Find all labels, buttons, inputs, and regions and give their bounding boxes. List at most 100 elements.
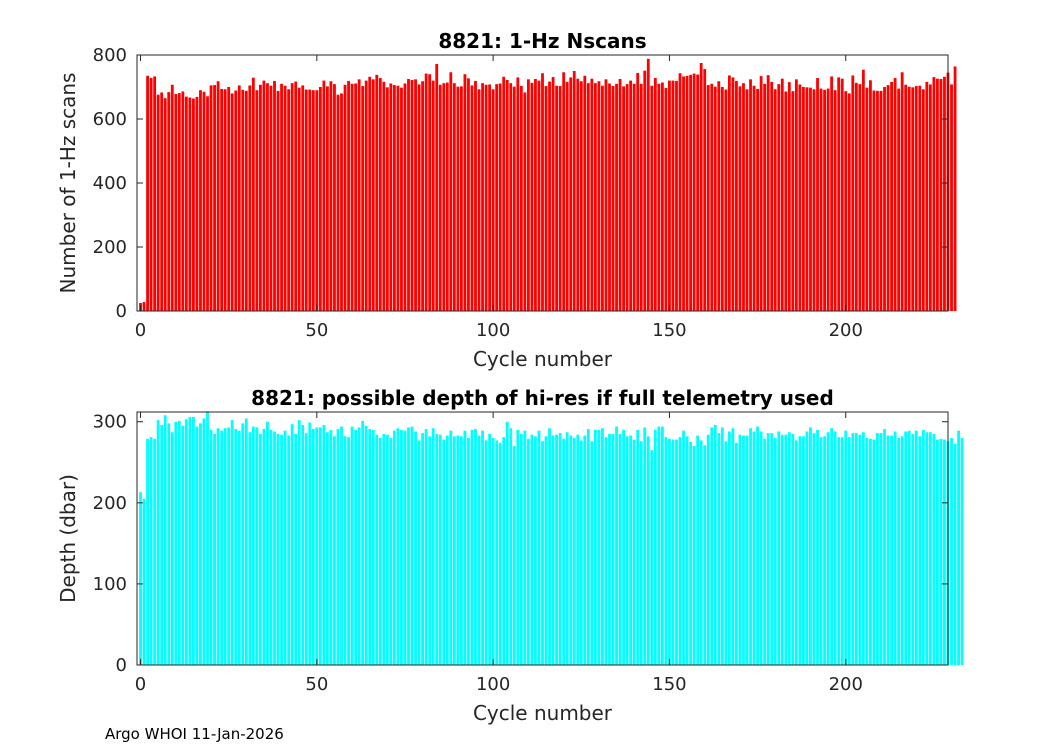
chart2-bar (583, 435, 587, 665)
chart2-bar (463, 430, 467, 665)
chart2-bar (597, 429, 601, 665)
chart1-bar (844, 91, 848, 311)
chart1-bar (872, 90, 876, 312)
chart1-bar (555, 85, 559, 311)
chart2-bar (452, 436, 456, 665)
chart2-bar (206, 411, 209, 665)
chart1-bar (914, 86, 918, 311)
chart2-bar (177, 420, 181, 665)
chart1-bar (604, 79, 608, 311)
chart2-bar (322, 424, 326, 665)
chart1-bar (449, 72, 453, 311)
chart2-bar (756, 426, 759, 665)
chart1-bar (206, 96, 209, 311)
chart1-y-tick-label: 0 (116, 301, 127, 322)
chart1-bar (706, 85, 710, 311)
chart2-bar (879, 433, 883, 665)
chart1-bar (276, 90, 280, 311)
chart1-bar (756, 88, 759, 311)
chart1-y-tick-label: 400 (93, 173, 127, 194)
chart2-bar (297, 420, 301, 665)
chart1-bar (565, 81, 569, 311)
chart2-bar (537, 430, 541, 665)
chart1-bar (710, 83, 714, 311)
chart1-bar (407, 79, 410, 311)
chart2-bar (223, 428, 227, 665)
chart2-bar (551, 435, 555, 665)
chart1-bar (865, 87, 869, 311)
chart2-bar (625, 436, 629, 665)
chart2-bar (184, 419, 188, 665)
chart1-bar (770, 81, 774, 311)
chart1-bar (816, 78, 819, 311)
chart2-bar (251, 426, 255, 665)
chart2-bar (576, 434, 580, 665)
chart2-bar (428, 436, 432, 665)
chart2-bar (615, 426, 618, 665)
chart2-bar (259, 433, 262, 665)
chart2-bar (192, 416, 195, 665)
chart1-bar (900, 72, 904, 311)
chart2-bar (802, 436, 805, 665)
chart1-bar (220, 88, 224, 311)
chart2-bar (639, 441, 643, 665)
chart2-bar (636, 429, 640, 665)
chart1-bar (209, 85, 213, 312)
chart1-bar (350, 83, 354, 311)
chart1-bar (727, 75, 731, 311)
chart1-bar (893, 78, 897, 311)
chart1-bar (911, 87, 915, 311)
chart2-bar (213, 433, 216, 665)
chart1-bar (562, 72, 566, 311)
chart1-bar (283, 85, 287, 311)
chart2-bar (643, 427, 647, 665)
chart1-bar (336, 94, 340, 312)
chart2-bar (276, 433, 280, 665)
chart2-x-tick-label: 200 (829, 674, 863, 695)
chart2-bar (523, 430, 527, 665)
chart2-bar (354, 429, 358, 665)
chart1-bar (576, 78, 580, 312)
chart2-bar (682, 430, 685, 665)
chart1-bar (311, 90, 315, 311)
chart1-bar (548, 81, 551, 311)
chart1-bar (431, 80, 435, 311)
chart1-bar (544, 86, 548, 311)
chart1-bar (639, 83, 643, 311)
chart1-bar (502, 76, 506, 311)
chart1-bar (660, 82, 664, 312)
chart1-bar (950, 84, 953, 311)
chart2-bar (174, 421, 178, 665)
chart2-bar (766, 433, 770, 665)
chart1-bar (516, 77, 520, 312)
chart1-bar (523, 92, 527, 311)
chart2-bar (777, 431, 781, 665)
chart1-bar (308, 89, 312, 311)
chart2-bar (791, 433, 795, 665)
chart1-bar (230, 93, 234, 312)
chart2-bar (858, 434, 862, 665)
chart2-bar (209, 429, 213, 665)
chart1-bar (435, 63, 439, 312)
chart2-bar (414, 431, 417, 665)
chart2-bar (710, 427, 714, 665)
chart2-bar (692, 446, 696, 665)
chart1-bar (445, 82, 449, 312)
chart1-bar (611, 86, 615, 311)
chart2-bar (861, 432, 865, 665)
chart2-bar (407, 427, 410, 665)
chart1-bar (537, 80, 541, 311)
chart1-bar (953, 66, 957, 312)
chart1-bar (343, 84, 347, 311)
chart2-bar (237, 430, 241, 665)
chart1-bar (717, 81, 721, 312)
chart1-bar (794, 79, 798, 311)
chart2-bar (481, 430, 484, 665)
chart1-bar (622, 86, 626, 311)
chart2-bar (876, 433, 879, 665)
chart2-bar (847, 437, 851, 665)
chart1-bar (675, 80, 678, 311)
chart1-bar (340, 93, 343, 312)
chart2-bar (717, 433, 721, 665)
